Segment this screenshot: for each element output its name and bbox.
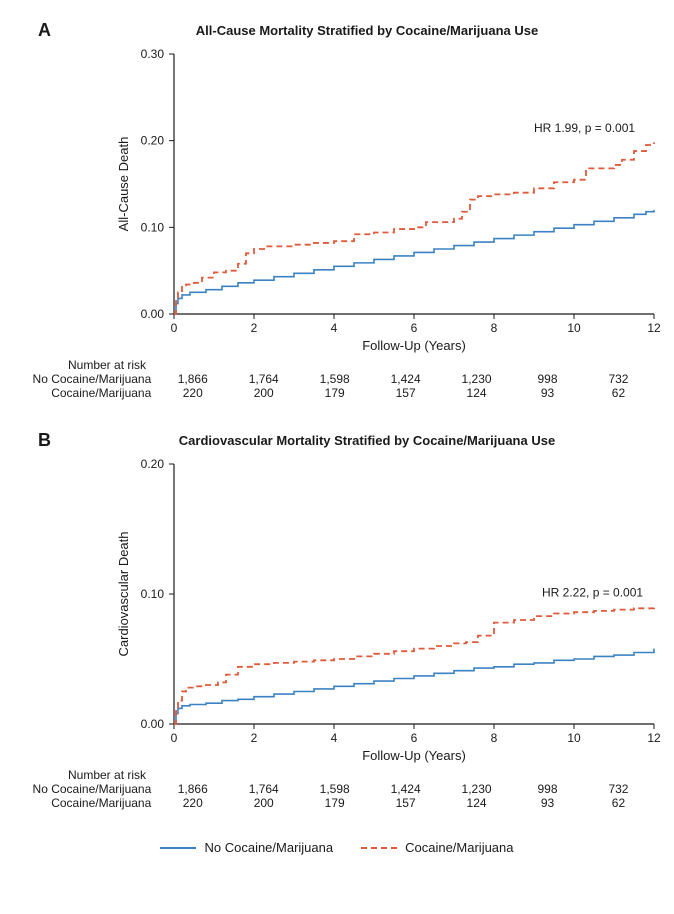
chart-title: All-Cause Mortality Stratified by Cocain… bbox=[80, 23, 654, 38]
series-line bbox=[174, 649, 654, 724]
risk-table: Number at riskNo Cocaine/Marijuana1,8661… bbox=[20, 358, 654, 400]
x-tick-label: 10 bbox=[567, 731, 581, 745]
risk-cell: 998 bbox=[512, 372, 583, 386]
hr-annotation: HR 1.99, p = 0.001 bbox=[534, 121, 635, 135]
y-tick-label: 0.20 bbox=[141, 457, 165, 471]
legend-item: Cocaine/Marijuana bbox=[361, 840, 513, 855]
risk-cell: 1,230 bbox=[441, 372, 512, 386]
risk-table-title: Number at risk bbox=[68, 768, 654, 782]
y-axis-label: All-Cause Death bbox=[116, 137, 131, 232]
x-tick-label: 12 bbox=[647, 731, 661, 745]
y-tick-label: 0.00 bbox=[141, 307, 165, 321]
chart-svg: 0.00 0.10 0.20 0.30 0 2 4 6 8 10 12 Follow-Up (Year… bbox=[20, 44, 674, 354]
risk-cell: 157 bbox=[370, 796, 441, 810]
hr-annotation: HR 2.22, p = 0.001 bbox=[542, 586, 643, 600]
risk-cell: 1,230 bbox=[441, 782, 512, 796]
x-tick-label: 6 bbox=[411, 731, 418, 745]
risk-cell: 732 bbox=[583, 782, 654, 796]
risk-cell: 179 bbox=[299, 796, 370, 810]
x-tick-label: 0 bbox=[171, 731, 178, 745]
risk-row: No Cocaine/Marijuana1,8661,7641,5981,424… bbox=[20, 372, 654, 386]
legend-item: No Cocaine/Marijuana bbox=[160, 840, 333, 855]
y-tick-label: 0.20 bbox=[141, 134, 165, 148]
risk-row-label: No Cocaine/Marijuana bbox=[20, 372, 157, 386]
y-tick-label: 0.10 bbox=[141, 220, 165, 234]
risk-cell: 1,424 bbox=[370, 782, 441, 796]
risk-cell: 1,424 bbox=[370, 372, 441, 386]
x-tick-label: 2 bbox=[251, 731, 258, 745]
risk-cell: 200 bbox=[228, 796, 299, 810]
risk-cell: 200 bbox=[228, 386, 299, 400]
risk-cell: 1,866 bbox=[157, 372, 228, 386]
risk-row: Cocaine/Marijuana2202001791571249362 bbox=[20, 796, 654, 810]
risk-cell: 1,764 bbox=[228, 372, 299, 386]
x-tick-label: 4 bbox=[331, 731, 338, 745]
risk-cell: 220 bbox=[157, 796, 228, 810]
series-line bbox=[174, 142, 654, 314]
risk-cell: 124 bbox=[441, 386, 512, 400]
x-axis-label: Follow-Up (Years) bbox=[362, 748, 466, 763]
x-tick-label: 6 bbox=[411, 321, 418, 335]
x-tick-label: 2 bbox=[251, 321, 258, 335]
risk-cell: 1,764 bbox=[228, 782, 299, 796]
y-tick-label: 0.00 bbox=[141, 717, 165, 731]
legend-label: No Cocaine/Marijuana bbox=[204, 840, 333, 855]
risk-cell: 62 bbox=[583, 386, 654, 400]
risk-row: Cocaine/Marijuana2202001791571249362 bbox=[20, 386, 654, 400]
chart-title: Cardiovascular Mortality Stratified by C… bbox=[80, 433, 654, 448]
x-axis-label: Follow-Up (Years) bbox=[362, 338, 466, 353]
risk-table-title: Number at risk bbox=[68, 358, 654, 372]
panel-a: AAll-Cause Mortality Stratified by Cocai… bbox=[20, 20, 654, 400]
x-tick-label: 10 bbox=[567, 321, 581, 335]
risk-cell: 1,866 bbox=[157, 782, 228, 796]
risk-cell: 62 bbox=[583, 796, 654, 810]
x-tick-label: 8 bbox=[491, 321, 498, 335]
risk-cell: 157 bbox=[370, 386, 441, 400]
risk-cell: 732 bbox=[583, 372, 654, 386]
risk-cell: 1,598 bbox=[299, 372, 370, 386]
x-tick-label: 4 bbox=[331, 321, 338, 335]
risk-row-label: Cocaine/Marijuana bbox=[20, 386, 157, 400]
y-tick-label: 0.30 bbox=[141, 47, 165, 61]
series-line bbox=[174, 607, 654, 724]
risk-table: Number at riskNo Cocaine/Marijuana1,8661… bbox=[20, 768, 654, 810]
x-tick-label: 8 bbox=[491, 731, 498, 745]
y-axis-label: Cardiovascular Death bbox=[116, 531, 131, 656]
risk-cell: 1,598 bbox=[299, 782, 370, 796]
risk-cell: 998 bbox=[512, 782, 583, 796]
risk-cell: 124 bbox=[441, 796, 512, 810]
risk-row: No Cocaine/Marijuana1,8661,7641,5981,424… bbox=[20, 782, 654, 796]
risk-row-label: Cocaine/Marijuana bbox=[20, 796, 157, 810]
risk-row-label: No Cocaine/Marijuana bbox=[20, 782, 157, 796]
legend: No Cocaine/Marijuana Cocaine/Marijuana bbox=[20, 840, 654, 856]
panel-b: BCardiovascular Mortality Stratified by … bbox=[20, 430, 654, 810]
risk-cell: 179 bbox=[299, 386, 370, 400]
risk-cell: 93 bbox=[512, 796, 583, 810]
risk-cell: 220 bbox=[157, 386, 228, 400]
x-tick-label: 0 bbox=[171, 321, 178, 335]
legend-label: Cocaine/Marijuana bbox=[405, 840, 513, 855]
chart-svg: 0.00 0.10 0.20 0 2 4 6 8 10 12 Follow-Up (Years) Ca… bbox=[20, 454, 674, 764]
y-tick-label: 0.10 bbox=[141, 587, 165, 601]
x-tick-label: 12 bbox=[647, 321, 661, 335]
risk-cell: 93 bbox=[512, 386, 583, 400]
